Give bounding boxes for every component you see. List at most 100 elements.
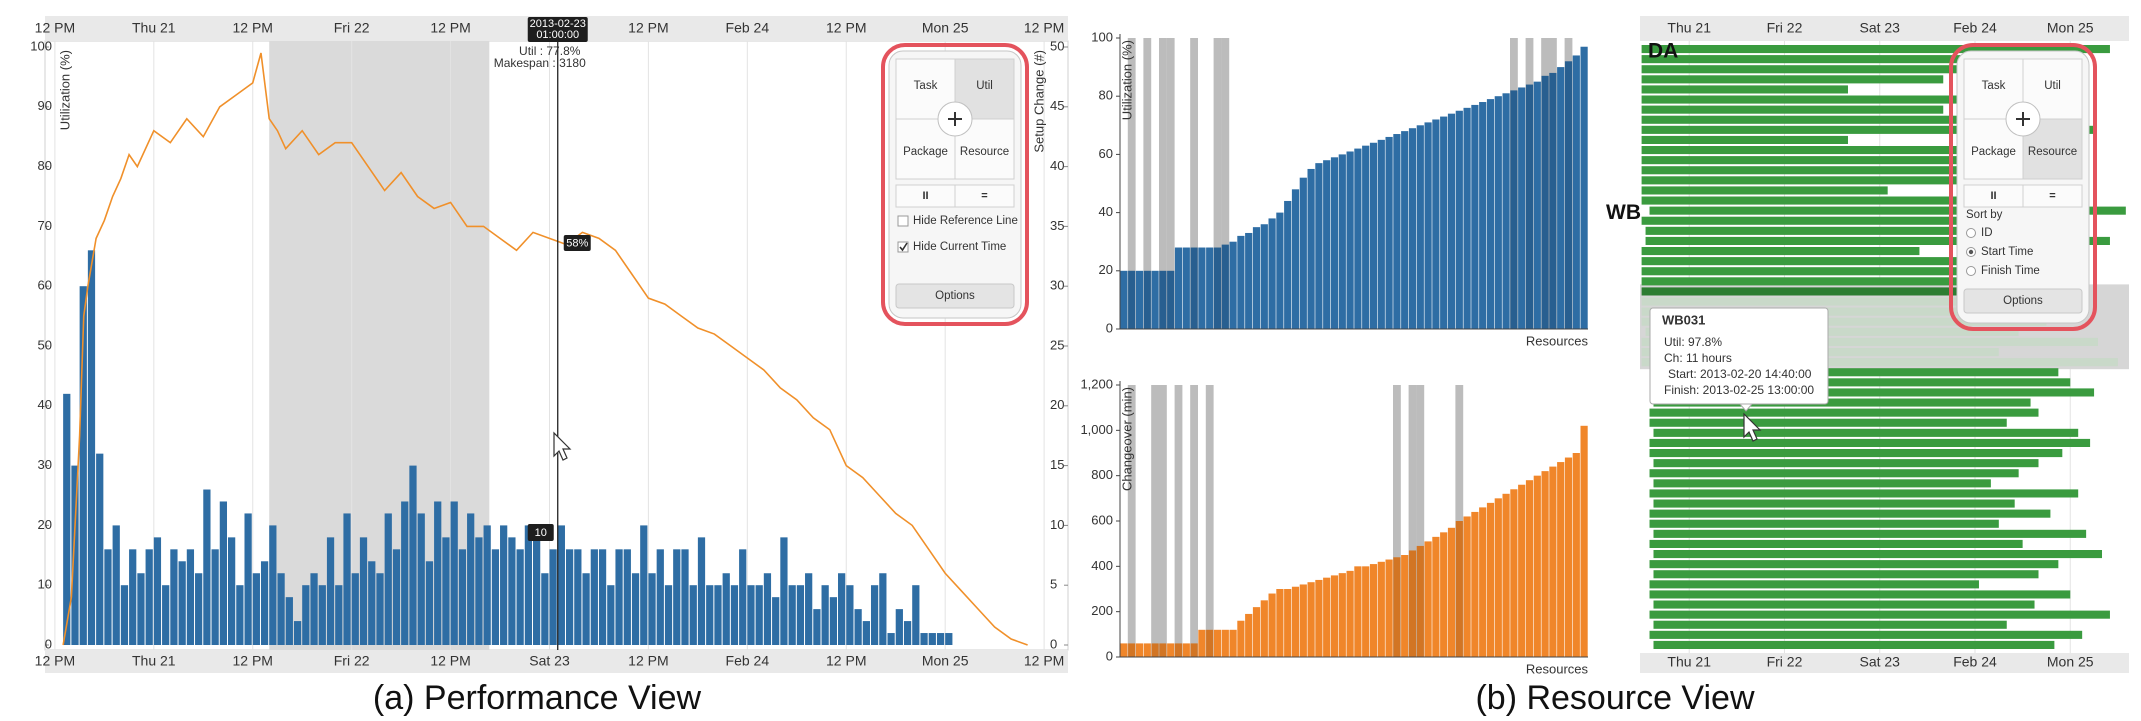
task-bar	[1649, 539, 2023, 548]
bar	[384, 513, 392, 645]
task-bar	[1641, 247, 1920, 256]
bar	[1479, 507, 1487, 657]
mode-button-label[interactable]: Package	[1971, 146, 2016, 158]
x-tick-label: 12 PM	[1024, 20, 1064, 36]
bar	[557, 525, 565, 645]
bar	[615, 549, 623, 645]
task-bar	[1653, 600, 2035, 609]
bar	[739, 549, 747, 645]
bar	[1354, 148, 1362, 329]
task-bar	[1641, 166, 2015, 175]
toggle-label[interactable]: =	[981, 190, 987, 202]
footer-label[interactable]: Options	[935, 290, 975, 302]
mode-button-label[interactable]: Resource	[2028, 146, 2077, 158]
bar	[1237, 235, 1245, 329]
y2-tick-label: 40	[1050, 158, 1064, 173]
task-bar	[1653, 529, 2087, 538]
option-label[interactable]: Hide Current Time	[913, 241, 1006, 253]
toggle-label[interactable]: =	[2049, 190, 2055, 202]
radio[interactable]	[1966, 266, 1976, 276]
toggle-button[interactable]	[2022, 184, 2083, 208]
x-tick-label: 12 PM	[826, 653, 866, 669]
line-badge-text: 58%	[566, 237, 588, 249]
bar	[1416, 545, 1424, 657]
x-tick-label: Thu 21	[1667, 20, 1711, 36]
bar	[1518, 87, 1526, 329]
radio-dot	[1968, 249, 1974, 255]
highlight-column	[1166, 38, 1175, 329]
radio[interactable]	[1966, 228, 1976, 238]
checkbox[interactable]	[897, 215, 909, 227]
y-tick-label: 800	[1091, 467, 1113, 482]
x-axis-title: Resources	[1526, 661, 1589, 676]
bar	[1525, 480, 1534, 657]
x-tick-label: 12 PM	[430, 20, 470, 36]
task-bar	[1641, 125, 2095, 134]
bar	[63, 393, 71, 645]
axis-strip	[1640, 16, 2129, 41]
bar	[1377, 139, 1385, 329]
x-tick-label: Feb 24	[726, 653, 770, 669]
highlight-column	[1127, 38, 1136, 329]
footer-button[interactable]	[1963, 288, 2083, 314]
bar	[1213, 247, 1222, 329]
task-bar	[1653, 479, 1991, 488]
mode-button-label[interactable]: Package	[903, 146, 948, 158]
mode-button-label[interactable]: Task	[1982, 80, 2006, 92]
mode-button-label[interactable]: Util	[976, 80, 993, 92]
bar	[656, 549, 664, 645]
checkbox[interactable]	[897, 241, 909, 253]
bar	[1268, 218, 1276, 329]
option-label[interactable]: Start Time	[1981, 246, 2033, 258]
footer-button[interactable]	[895, 283, 1015, 309]
bar	[1494, 498, 1502, 657]
highlight-column	[1127, 385, 1136, 657]
toggle-label[interactable]: II	[922, 190, 928, 202]
bar	[1167, 643, 1175, 657]
mode-button-label[interactable]: Task	[914, 80, 938, 92]
bar	[689, 585, 697, 645]
bar	[1268, 593, 1276, 657]
x-tick-label: Thu 21	[132, 653, 176, 669]
highlight-overlay	[1455, 385, 1464, 657]
mode-button-label[interactable]: Resource	[960, 146, 1009, 158]
toggle-label[interactable]: II	[1990, 190, 1996, 202]
footer-label[interactable]: Options	[2003, 295, 2043, 307]
task-bar	[1645, 327, 2019, 336]
x-tick-label: Feb 24	[1953, 654, 1997, 670]
highlight-overlay	[1525, 38, 1534, 329]
bar	[1190, 643, 1198, 657]
bar	[1564, 457, 1573, 657]
option-label[interactable]: ID	[1981, 227, 1993, 239]
bar	[170, 549, 178, 645]
mode-button-label[interactable]: Util	[2044, 80, 2061, 92]
x-tick-label: Sat 23	[529, 653, 570, 669]
bar	[1128, 270, 1136, 329]
bar	[887, 633, 895, 645]
bar	[854, 609, 862, 645]
task-bar	[1641, 337, 2099, 346]
option-label[interactable]: Hide Reference Line	[913, 215, 1018, 227]
task-bar	[1653, 550, 2103, 559]
bar	[936, 633, 945, 645]
bar	[1260, 224, 1268, 329]
bar	[1463, 107, 1471, 329]
bar	[318, 585, 326, 645]
highlight-column	[1393, 385, 1401, 657]
task-bar	[1641, 186, 1888, 195]
bar	[500, 525, 508, 645]
bar	[211, 549, 219, 645]
bar	[401, 501, 409, 645]
toggle-button[interactable]	[954, 184, 1015, 208]
bar	[96, 453, 104, 645]
task-bar	[1649, 378, 2071, 387]
bar	[780, 537, 788, 645]
task-bar	[1641, 105, 1944, 114]
bar	[1135, 643, 1144, 657]
bar	[1455, 110, 1463, 329]
option-label[interactable]: Finish Time	[1981, 265, 2040, 277]
bar	[1377, 561, 1385, 657]
x-tick-label: Thu 21	[132, 20, 176, 36]
bar	[1432, 119, 1440, 329]
x-tick-label: Fri 22	[334, 20, 370, 36]
